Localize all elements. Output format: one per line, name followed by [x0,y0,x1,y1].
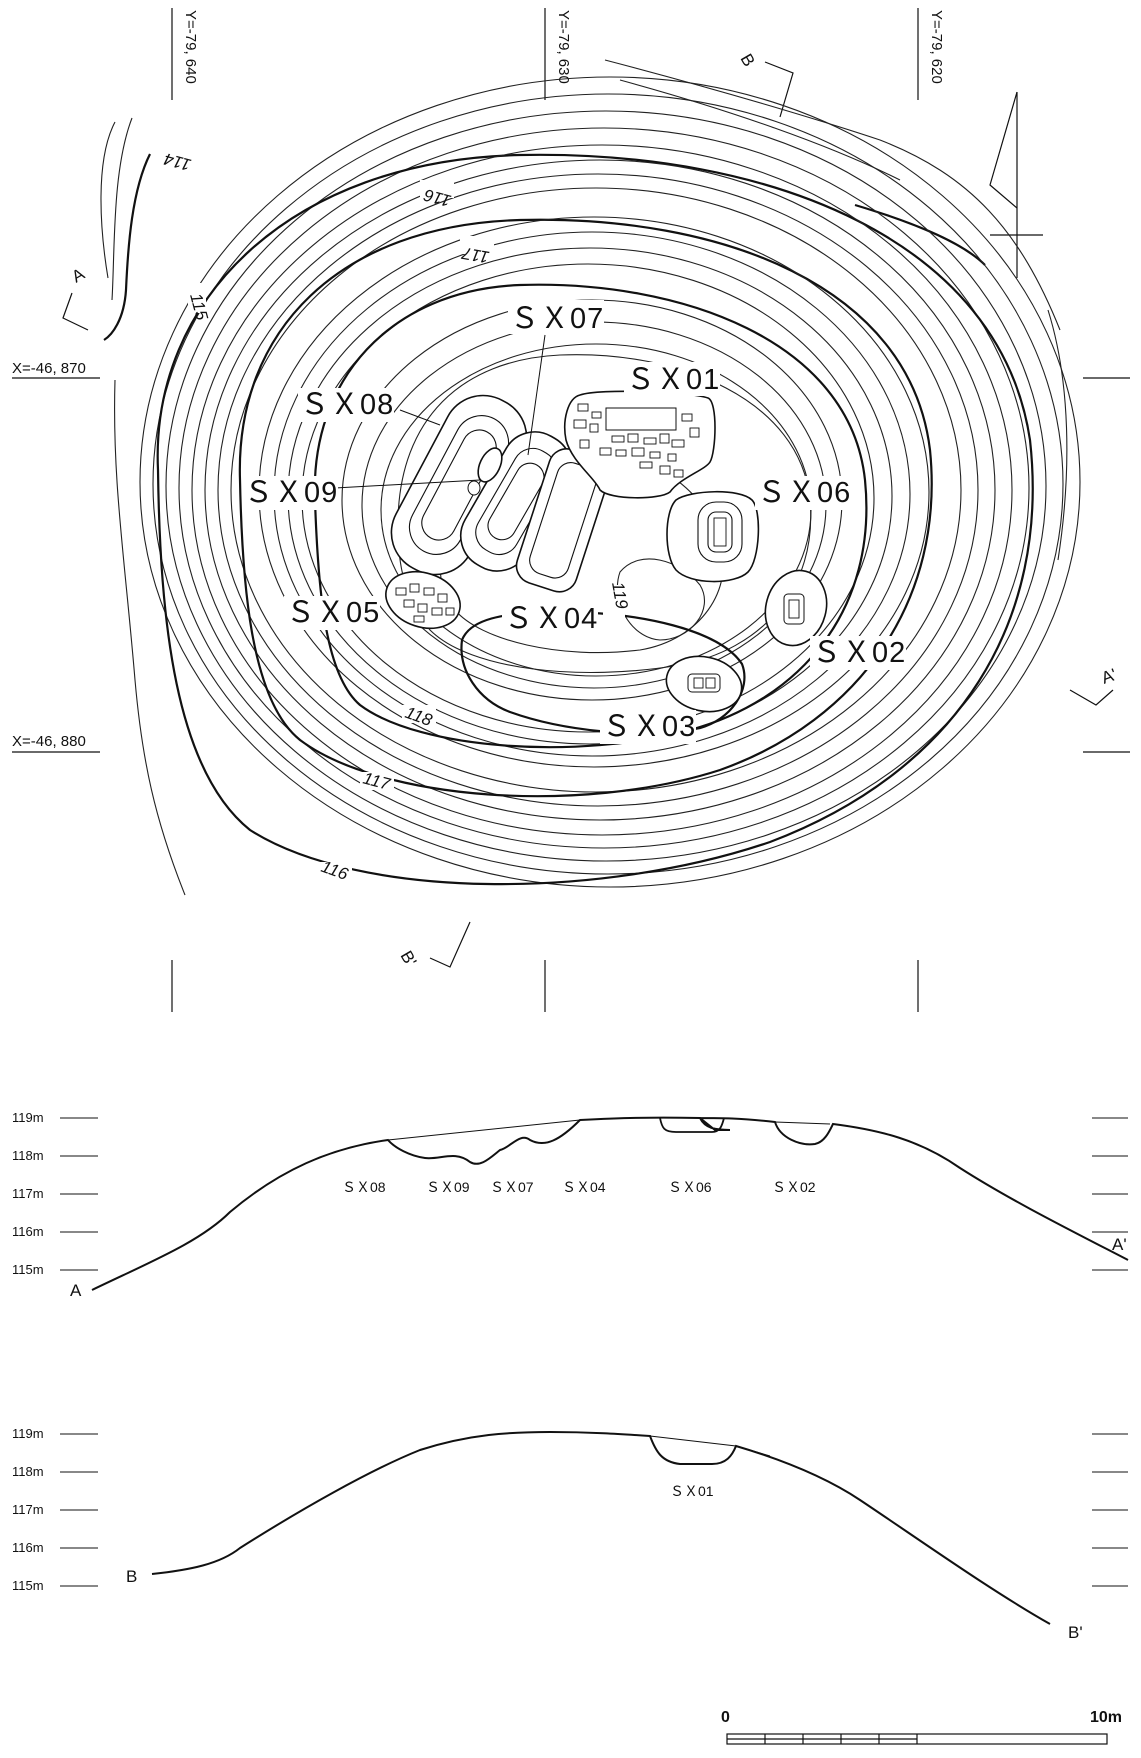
section-b-elev-115: 115m [12,1578,44,1593]
section-a-start: A [70,1281,82,1300]
section-a-elev-115: 115m [12,1262,44,1277]
grid-label-x870: X=-46, 870 [12,360,86,377]
section-a-profile [91,1116,1129,1291]
section-a-label-sx08: ＳＸ08 [342,1179,386,1195]
section-b-elev-116: 116m [12,1540,44,1555]
leader-lines [334,334,546,489]
section-a-elev-119: 119m [12,1110,44,1125]
label-sx05: ＳＸ05 [286,597,380,629]
section-a: 119m 118m 117m 116m 115m ＳＸ08 ＳＸ09 ＳＸ07 … [12,1110,1129,1300]
section-b-end: B' [1068,1623,1083,1642]
section-b-profile [151,1430,1051,1625]
label-sx09: ＳＸ09 [244,477,338,509]
label-sx04: ＳＸ04 [504,603,598,635]
section-b-elev-119: 119m [12,1426,44,1441]
scale-end: 10m [1090,1709,1122,1726]
section-b: 119m 118m 117m 116m 115m ＳＸ01 B B' [12,1426,1128,1642]
feature-sx05-outline [385,570,461,630]
grid-label-x880: X=-46, 880 [12,733,86,750]
section-b-elev-117: 117m [12,1502,44,1517]
label-sx07: ＳＸ07 [510,303,604,335]
label-sx01: ＳＸ01 [626,364,720,396]
contour-label-117: 117 [460,243,491,267]
section-a-elev-116: 116m [12,1224,44,1239]
north-arrow-icon [989,91,1043,278]
feature-labels: ＳＸ07 ＳＸ01 ＳＸ08 ＳＸ09 ＳＸ06 ＳＸ05 ＳＸ04 ＳＸ02 … [242,300,906,744]
feature-sx02-outline [764,569,828,647]
section-b-start: B [126,1567,137,1586]
scale-start: 0 [721,1709,730,1726]
feature-sx07-pit [477,447,503,483]
contour-label-119: 119 [608,580,632,611]
plan-point-a-prime: A' [1099,665,1119,688]
label-sx02: ＳＸ02 [812,637,906,669]
grid-label-y640: Y=-79, 640 [182,10,199,84]
section-a-elev-118: 118m [12,1148,44,1163]
contour-label-116b: 116 [319,857,351,884]
feature-sx03-outline [665,655,743,713]
feature-sx06-outline [666,490,760,583]
grid-label-y630: Y=-79, 630 [555,10,572,84]
grid-lines [12,8,1130,1012]
scale-bar: 0 10m [721,1709,1122,1745]
label-sx08: ＳＸ08 [300,389,394,421]
plan-point-b-prime: B' [397,948,421,970]
section-a-label-sx09: ＳＸ09 [426,1179,470,1195]
features [385,390,828,713]
feature-sx01-stones [573,403,700,478]
section-a-end: A' [1112,1235,1127,1254]
section-a-label-sx02: ＳＸ02 [772,1179,816,1195]
label-sx06: ＳＸ06 [757,477,851,509]
feature-sx05-stones [395,583,455,623]
section-a-label-sx07: ＳＸ07 [490,1179,534,1195]
grid-label-y620: Y=-79, 620 [928,10,945,84]
plan-point-b: B [737,51,759,70]
section-a-label-sx06: ＳＸ06 [668,1179,712,1195]
section-b-label-sx01: ＳＸ01 [670,1483,714,1499]
label-sx03: ＳＸ03 [602,711,696,743]
section-b-elev-118: 118m [12,1464,44,1479]
plan-point-a: A [69,264,89,286]
section-markers [62,61,1114,968]
contour-labels: 114 115 116 117 118 119 116 117 [160,145,632,884]
section-a-elev-117: 117m [12,1186,44,1201]
section-a-label-sx04: ＳＸ04 [562,1179,606,1195]
